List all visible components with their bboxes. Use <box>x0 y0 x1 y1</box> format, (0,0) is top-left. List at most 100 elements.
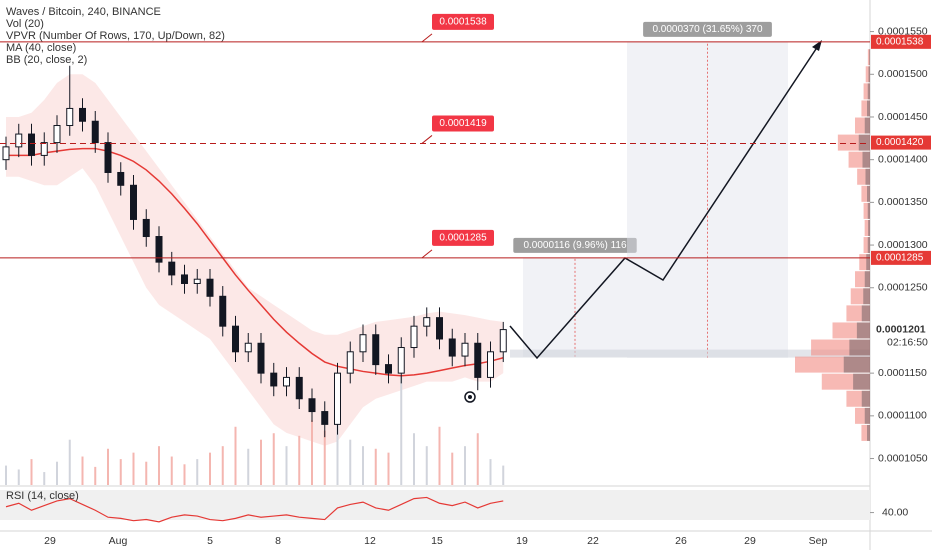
price-range-band <box>510 349 870 358</box>
candle-body <box>244 342 252 353</box>
level-callout <box>421 249 433 259</box>
volume-bar <box>158 446 160 485</box>
vpvr-bar <box>855 271 870 288</box>
candle-body <box>257 342 265 374</box>
measure-label: 0.0000370 (31.65%) 370 <box>652 24 763 35</box>
candle-body <box>474 342 482 378</box>
volume-bar <box>17 469 20 485</box>
volume-bar <box>349 439 352 485</box>
candle-body <box>283 376 290 387</box>
axis-price-label: 0.0001538 <box>876 36 924 47</box>
vpvr-bar <box>857 168 870 185</box>
vpvr-bar-up <box>867 83 870 100</box>
measure-label-bg <box>643 21 772 37</box>
vpvr-bar-up <box>864 407 870 424</box>
projection-arrowhead <box>812 40 822 51</box>
volume-bar <box>247 448 250 485</box>
vpvr-bar-up <box>861 305 870 322</box>
volume-bar <box>68 439 71 485</box>
axis-price-tag <box>871 135 931 150</box>
vpvr-bar <box>863 202 870 219</box>
volume-bar <box>260 439 262 485</box>
vpvr-bar <box>846 305 870 322</box>
candle-body <box>308 398 316 413</box>
volume-bar <box>145 461 148 485</box>
vpvr-bar <box>846 390 870 407</box>
candle-body <box>359 334 367 353</box>
indicator-label: MA (40, close) <box>6 42 76 54</box>
vpvr-bar-up <box>869 49 870 66</box>
indicator-label: BB (20, close, 2) <box>6 54 87 66</box>
rsi-title: RSI (14, close) <box>6 490 79 502</box>
vpvr-bar <box>863 83 870 100</box>
vpvr-bar-up <box>867 237 870 254</box>
level-label-bg <box>432 13 494 30</box>
volume-bar <box>464 446 466 485</box>
y-tick-label: 0.0001050 <box>878 452 928 464</box>
measure-label: 0.0000116 (9.96%) 116 <box>523 240 626 251</box>
vpvr-bar-up <box>868 219 870 236</box>
rsi-line <box>5 496 504 523</box>
x-tick-label: 8 <box>275 535 281 547</box>
axis-price-label: 0.0001420 <box>876 137 924 148</box>
x-tick-label: 15 <box>431 535 443 547</box>
vpvr-bar-up <box>865 168 870 185</box>
candle-body <box>219 295 227 327</box>
vpvr-bar-up <box>864 271 870 288</box>
y-tick-label: 0.0001150 <box>878 367 927 379</box>
event-icon <box>468 395 472 399</box>
y-tick-label: 0.0001400 <box>878 153 928 165</box>
candle-body <box>487 351 494 378</box>
event-icon <box>464 391 476 403</box>
candle-body <box>295 376 303 400</box>
volume-bar <box>285 446 288 485</box>
vpvr-bar-up <box>849 339 870 356</box>
x-tick-label: 19 <box>516 535 528 547</box>
last-price-label: 0.0001201 <box>876 323 926 335</box>
candle-body <box>461 342 469 357</box>
candle-body <box>2 146 10 161</box>
rsi-band <box>0 490 870 520</box>
vpvr-bar-up <box>853 373 870 390</box>
candle-body <box>346 351 354 374</box>
x-tick-label: 29 <box>44 535 56 547</box>
vpvr-bar <box>861 424 870 441</box>
vpvr-bar <box>855 117 870 134</box>
vpvr-bar-up <box>858 134 870 151</box>
vpvr-bar-up <box>856 322 870 339</box>
candle-body <box>232 325 239 353</box>
candle-body <box>270 372 278 387</box>
volume-bar <box>43 472 46 485</box>
vpvr-bar <box>848 151 870 168</box>
volume-bar <box>502 465 505 485</box>
volume-bar <box>94 466 97 485</box>
x-tick-label: 22 <box>587 535 599 547</box>
candle-body <box>40 142 48 156</box>
countdown-label: 02:16:50 <box>887 336 928 348</box>
axis-price-tag <box>871 34 931 49</box>
x-tick-label: 29 <box>744 535 756 547</box>
volume-bar <box>298 435 301 485</box>
candle-body <box>372 334 380 366</box>
vpvr-bar <box>861 100 870 117</box>
vpvr-bar <box>832 322 870 339</box>
volume-bar <box>209 452 211 485</box>
indicator-label: Vol (20) <box>6 18 44 30</box>
candle-body <box>79 107 86 122</box>
volume-bar <box>400 375 403 485</box>
indicator-label: VPVR (Number Of Rows, 170, Up/Down, 82) <box>6 30 225 42</box>
candle-body <box>410 325 418 349</box>
y-tick-label: 0.0001300 <box>878 239 928 251</box>
vpvr-bar <box>850 288 870 305</box>
volume-bar <box>374 448 377 485</box>
volume-bar <box>119 459 122 485</box>
symbol-title: Waves / Bitcoin, 240, BINANCE <box>6 6 161 18</box>
vpvr-bar-up <box>867 185 870 202</box>
volume-bar <box>323 430 326 485</box>
vpvr-bar-up <box>867 202 870 219</box>
vpvr-bar-up <box>867 100 870 117</box>
measure-label-bg <box>513 237 637 253</box>
candle-body <box>130 184 137 220</box>
vpvr-bar-up <box>843 356 870 373</box>
candle-body <box>499 329 507 353</box>
